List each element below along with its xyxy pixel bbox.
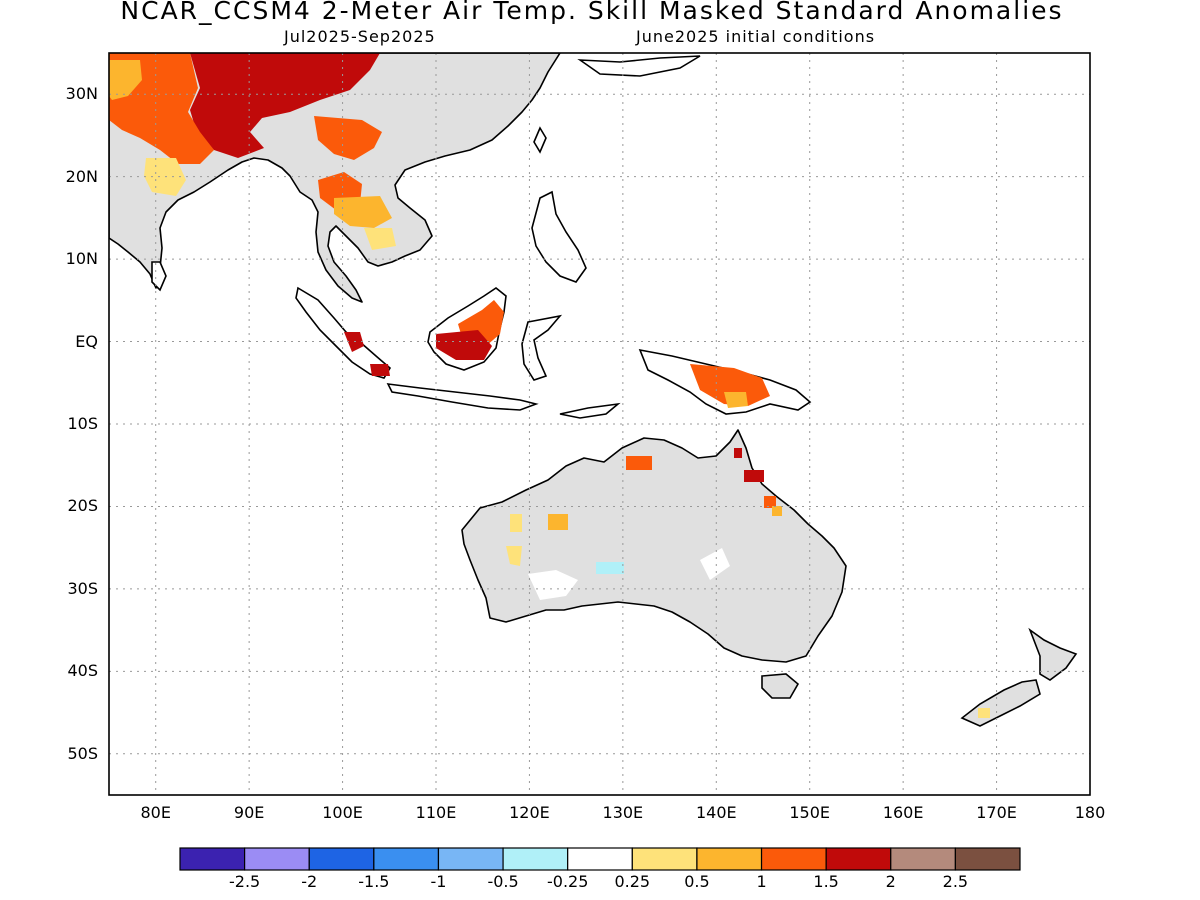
colorbar-tick-label: -0.5 xyxy=(487,872,519,891)
colorbar-tick-label: -2.5 xyxy=(229,872,261,891)
colorbar-swatch xyxy=(179,847,246,871)
colorbar-tick-label: -1 xyxy=(430,872,447,891)
taiwan xyxy=(533,126,547,154)
anomaly-south-asia-strong xyxy=(190,53,380,158)
lat-tick-label: 20N xyxy=(65,166,98,186)
timor xyxy=(559,402,621,419)
anomaly-thailand-weak xyxy=(334,196,392,228)
lon-tick-label: 110E xyxy=(415,803,457,822)
anomaly-sumatra-south xyxy=(370,364,390,376)
lat-tick-label: 40S xyxy=(67,661,98,681)
lon-tick-label: 150E xyxy=(789,803,831,822)
colorbar-swatch xyxy=(890,847,956,871)
lat-tick-label: 30N xyxy=(65,84,98,104)
lon-tick-label: 140E xyxy=(695,803,737,822)
forecast-period: Jul2025-Sep2025 xyxy=(284,27,436,46)
lat-tick-label: 10S xyxy=(67,414,98,433)
lat-tick-label: EQ xyxy=(75,331,98,351)
anomaly-china-moderate xyxy=(314,116,382,160)
map-title: NCAR_CCSM4 2-Meter Air Temp. Skill Maske… xyxy=(120,0,1064,25)
grid-lines xyxy=(109,53,1090,795)
colorbar-swatch xyxy=(696,847,763,871)
anomaly-queensland-weak xyxy=(772,506,782,516)
anomaly-queensland-moderate xyxy=(764,496,776,508)
tasmania xyxy=(761,673,800,699)
colorbar-tick-label: 1.5 xyxy=(813,872,839,891)
lon-tick-label: 120E xyxy=(509,803,550,822)
colorbar-swatch xyxy=(502,847,569,871)
australia xyxy=(461,429,847,663)
anomaly-new-guinea-weak xyxy=(724,392,748,408)
lat-tick-label: 50S xyxy=(67,743,98,763)
anomaly-australia-cool xyxy=(596,562,624,574)
colorbar-swatch xyxy=(954,847,1021,871)
anomaly-borneo-strong xyxy=(436,330,492,360)
lon-tick-label: 80E xyxy=(140,803,171,822)
colorbar-swatch xyxy=(631,847,698,871)
anomaly-new-guinea-moderate xyxy=(690,364,770,406)
lon-tick-label: 100E xyxy=(322,803,363,822)
anomaly-nz-weak xyxy=(978,708,990,718)
colorbar-swatch xyxy=(825,847,892,871)
colorbar-tick-label: 2 xyxy=(885,872,896,891)
colorbar-tick-label: -0.25 xyxy=(546,872,589,891)
colorbar-swatch xyxy=(244,847,310,871)
colorbar-swatch xyxy=(437,847,504,871)
colorbar-tick-label: 2.5 xyxy=(942,872,969,891)
anomaly-south-asia-weak xyxy=(109,60,142,100)
lon-tick-label: 160E xyxy=(882,803,924,822)
anomaly-top-end-moderate xyxy=(626,456,652,470)
colorbar-tick-label: 1 xyxy=(756,872,767,891)
colorbar-swatch xyxy=(308,847,375,871)
lat-tick-label: 20S xyxy=(67,496,98,516)
map-frame xyxy=(108,52,1091,796)
lat-tick-label: 10N xyxy=(65,249,98,269)
colorbar-tick-label: -1.5 xyxy=(358,872,390,891)
new-zealand-north xyxy=(1028,627,1078,681)
japan xyxy=(577,55,701,77)
anomaly-indochina-light xyxy=(364,228,396,250)
anomaly-queensland-strong xyxy=(734,448,764,482)
colorbar-tick-label: 0.25 xyxy=(614,872,651,891)
sulawesi xyxy=(521,314,563,381)
colorbar-swatch xyxy=(567,847,633,871)
initial-conditions: June2025 initial conditions xyxy=(636,27,876,46)
colorbar-tick-label: 0.5 xyxy=(684,872,710,891)
lon-tick-label: 130E xyxy=(602,803,644,822)
land-layer xyxy=(109,53,1078,727)
anomaly-wa-weak xyxy=(548,514,568,530)
java xyxy=(386,383,539,411)
lon-tick-label: 90E xyxy=(233,803,265,822)
anomaly-wa-west xyxy=(506,514,522,566)
lat-tick-label: 30S xyxy=(67,578,98,598)
sri-lanka xyxy=(151,261,167,292)
colorbar xyxy=(179,847,1021,871)
colorbar-tick-label: -2 xyxy=(301,872,318,891)
lon-tick-label: 170E xyxy=(976,803,1017,822)
colorbar-swatch xyxy=(760,847,827,871)
colorbar-swatch xyxy=(373,847,440,871)
lon-tick-label: 180 xyxy=(1074,803,1106,822)
unmasked-australia-white xyxy=(528,548,730,600)
